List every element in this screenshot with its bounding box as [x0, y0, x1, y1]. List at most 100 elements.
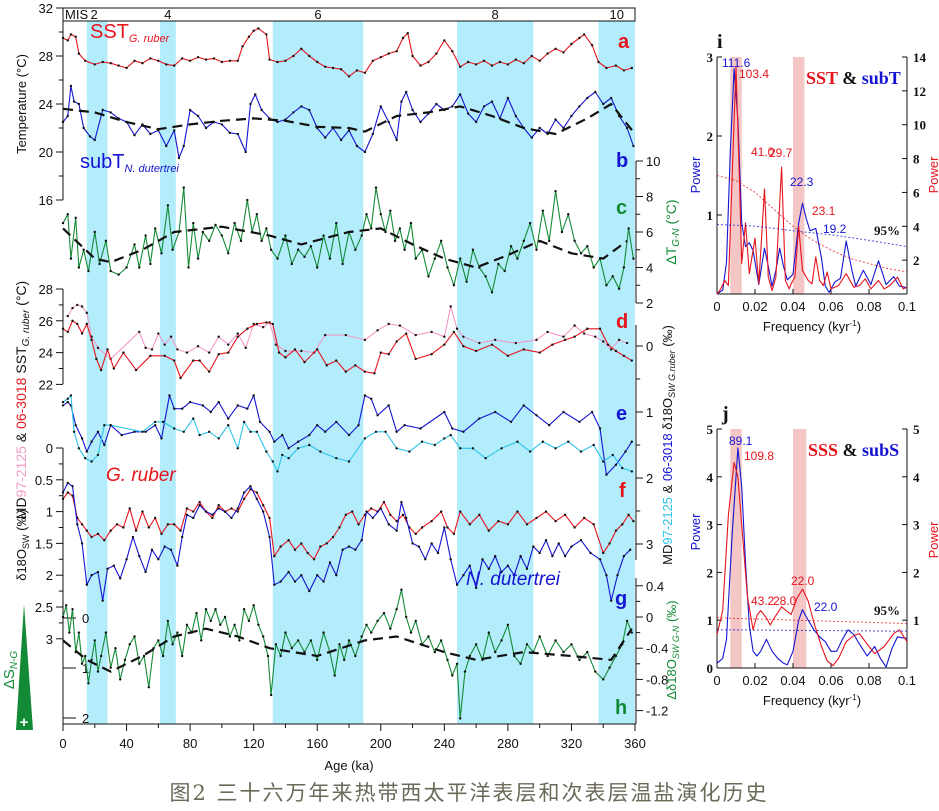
data-point	[265, 227, 268, 230]
data-point	[77, 102, 81, 106]
data-point	[606, 343, 610, 346]
sst-axis-label: MD97-2125 & 06-3018 SSTG. ruber (°C)	[13, 281, 32, 519]
data-point	[84, 59, 87, 62]
data-point	[405, 90, 408, 94]
data-point	[462, 335, 465, 338]
data-point	[465, 280, 468, 283]
data-point	[308, 108, 311, 112]
data-point	[180, 535, 184, 539]
right-y-tick-label: 4	[913, 470, 920, 485]
mis-stage-label: 4	[164, 7, 171, 22]
data-point	[219, 623, 222, 626]
data-point	[562, 51, 565, 54]
data-point	[484, 457, 487, 460]
data-point	[192, 417, 195, 420]
data-point	[265, 321, 268, 324]
data-point	[244, 346, 247, 350]
data-point	[487, 631, 491, 634]
panel-letter-c: c	[616, 197, 627, 219]
panel-letter-d: d	[616, 311, 628, 333]
data-point	[325, 542, 328, 545]
data-point	[622, 69, 626, 72]
data-point	[430, 330, 433, 334]
data-point	[290, 647, 293, 650]
data-point	[535, 414, 538, 417]
data-point	[609, 348, 613, 351]
data-point	[163, 354, 166, 357]
data-point	[513, 654, 516, 658]
data-point	[171, 643, 174, 646]
data-point	[443, 343, 446, 346]
series-line-subs-95-	[716, 629, 908, 632]
data-point	[96, 670, 100, 673]
data-point	[117, 273, 120, 276]
data-point	[414, 619, 417, 623]
data-point	[69, 84, 73, 88]
data-point	[66, 330, 69, 334]
data-point	[482, 105, 486, 108]
data-point	[463, 670, 467, 673]
data-point	[614, 64, 618, 67]
data-point	[598, 558, 602, 561]
data-point	[153, 424, 157, 427]
data-point	[597, 60, 600, 64]
data-point	[344, 370, 348, 373]
data-point	[238, 639, 241, 642]
data-point	[236, 510, 239, 513]
data-point	[417, 545, 421, 548]
temp-tick-label: 24	[39, 97, 53, 112]
data-point	[605, 574, 608, 577]
data-point	[244, 150, 247, 154]
data-point	[287, 457, 290, 460]
data-point	[112, 564, 116, 567]
data-point	[335, 574, 338, 577]
data-point	[109, 111, 112, 114]
data-point	[414, 257, 417, 260]
data-point	[268, 516, 271, 520]
data-point	[554, 519, 557, 523]
data-point	[204, 608, 208, 611]
data-point	[160, 437, 163, 440]
data-point	[195, 611, 198, 615]
data-point	[260, 108, 263, 112]
data-point	[500, 570, 503, 574]
d18f-tick-label: 0	[46, 441, 53, 456]
data-point	[514, 114, 518, 118]
data-point	[395, 529, 398, 532]
data-point	[284, 234, 287, 237]
data-point	[173, 407, 176, 410]
data-point	[389, 627, 392, 630]
data-point	[114, 647, 117, 650]
data-point	[119, 678, 122, 681]
panel-letter-g: g	[615, 588, 627, 610]
data-point	[242, 420, 246, 424]
data-point	[276, 257, 279, 260]
data-point	[449, 305, 452, 308]
data-point	[557, 542, 560, 545]
data-point	[570, 42, 573, 46]
data-point	[150, 348, 154, 351]
data-point	[516, 440, 519, 443]
data-point	[609, 96, 613, 100]
data-point	[125, 266, 128, 269]
data-point	[322, 580, 325, 583]
data-point	[303, 650, 306, 654]
g-ruber-annotation: G. ruber	[106, 465, 176, 486]
data-point	[579, 252, 583, 255]
data-point	[268, 430, 271, 433]
data-point	[128, 507, 131, 510]
data-point	[279, 580, 282, 583]
data-point	[551, 343, 554, 346]
sst-tick-label: 26	[39, 314, 53, 329]
data-point	[168, 394, 171, 397]
data-point	[300, 349, 303, 353]
dT-tick-label: 2	[646, 296, 653, 311]
data-point	[632, 257, 635, 260]
data-point	[570, 545, 573, 548]
data-point	[493, 650, 497, 654]
data-point	[338, 643, 341, 646]
data-point	[622, 354, 626, 357]
data-point	[376, 619, 379, 623]
data-point	[61, 36, 65, 40]
